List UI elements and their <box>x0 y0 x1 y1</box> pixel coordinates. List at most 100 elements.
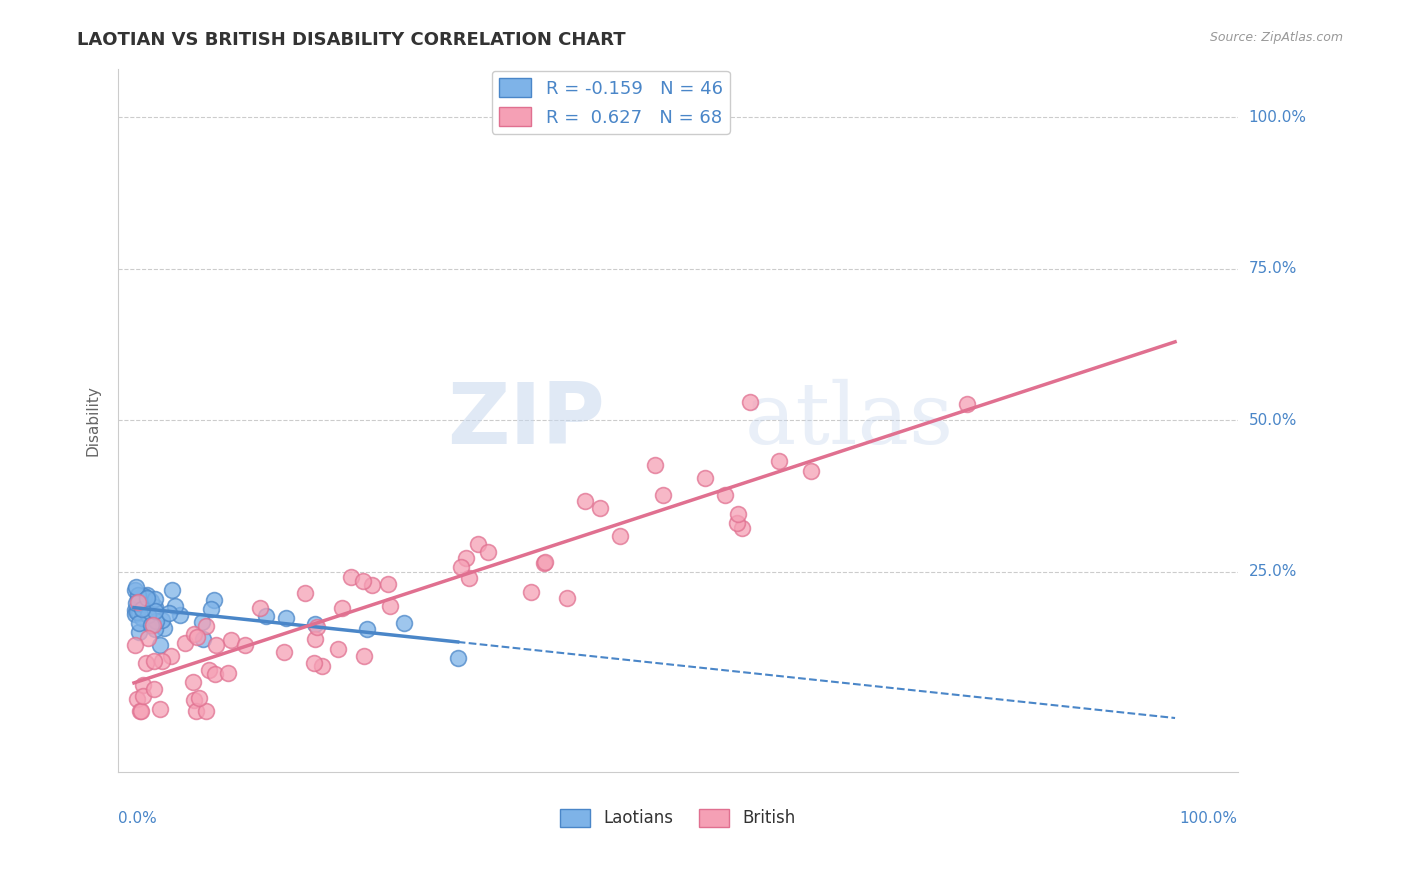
Point <box>142 618 165 632</box>
Point <box>447 651 470 665</box>
Point <box>450 560 472 574</box>
Point <box>125 692 148 706</box>
Point <box>139 594 162 608</box>
Point <box>294 586 316 600</box>
Point <box>131 597 153 611</box>
Point <box>534 556 557 570</box>
Point <box>183 627 205 641</box>
Point <box>128 624 150 639</box>
Point <box>574 494 596 508</box>
Point <box>302 657 325 671</box>
Point <box>194 704 217 718</box>
Point <box>132 678 155 692</box>
Point <box>378 599 401 613</box>
Point <box>129 705 152 719</box>
Point <box>150 613 173 627</box>
Point <box>169 608 191 623</box>
Point <box>235 639 257 653</box>
Point <box>740 395 762 409</box>
Point <box>695 471 717 485</box>
Point <box>149 702 172 716</box>
Point <box>143 591 166 606</box>
Point <box>377 576 399 591</box>
Point <box>254 609 277 624</box>
Point <box>131 602 153 616</box>
Point <box>249 601 271 615</box>
Point <box>128 616 150 631</box>
Point <box>200 602 222 616</box>
Point <box>131 589 153 603</box>
Point <box>768 453 790 467</box>
Point <box>143 599 166 614</box>
Point <box>124 602 146 616</box>
Point <box>188 691 211 706</box>
Point <box>160 583 183 598</box>
Text: 50.0%: 50.0% <box>1249 413 1296 428</box>
Point <box>131 705 153 719</box>
Text: 25.0%: 25.0% <box>1249 565 1296 580</box>
Point <box>326 642 349 657</box>
Point <box>143 622 166 636</box>
Text: 100.0%: 100.0% <box>1249 110 1306 125</box>
Point <box>132 689 155 703</box>
Point <box>204 667 226 681</box>
Point <box>184 705 207 719</box>
Point <box>134 589 156 603</box>
Point <box>136 632 159 646</box>
Point <box>392 615 415 630</box>
Point <box>191 615 214 629</box>
Point <box>727 508 749 522</box>
Point <box>311 659 333 673</box>
Point <box>186 630 208 644</box>
Point <box>714 488 737 502</box>
Point <box>274 611 297 625</box>
Point <box>127 591 149 606</box>
Point <box>157 606 180 620</box>
Point <box>128 597 150 611</box>
Point <box>127 599 149 613</box>
Point <box>217 666 239 681</box>
Point <box>139 618 162 632</box>
Point <box>651 488 673 502</box>
Point <box>131 610 153 624</box>
Point <box>142 654 165 668</box>
Point <box>304 632 326 646</box>
Point <box>731 521 754 535</box>
Legend: Laotians, British: Laotians, British <box>554 802 801 834</box>
Point <box>202 592 225 607</box>
Point <box>183 692 205 706</box>
Point <box>520 584 543 599</box>
Text: ZIP: ZIP <box>447 379 605 462</box>
Point <box>136 591 159 605</box>
Text: 75.0%: 75.0% <box>1249 261 1296 277</box>
Point <box>135 656 157 670</box>
Point <box>340 570 363 584</box>
Point <box>163 599 186 614</box>
Point <box>128 607 150 621</box>
Point <box>124 607 146 622</box>
Point <box>304 617 326 632</box>
Point <box>361 577 384 591</box>
Point <box>145 603 167 617</box>
Point <box>644 458 666 472</box>
Point <box>127 606 149 620</box>
Text: atlas: atlas <box>745 379 955 462</box>
Y-axis label: Disability: Disability <box>86 384 100 456</box>
Point <box>145 614 167 628</box>
Point <box>136 608 159 623</box>
Point <box>127 588 149 602</box>
Point <box>134 599 156 613</box>
Point <box>353 648 375 663</box>
Point <box>205 638 228 652</box>
Point <box>477 544 499 558</box>
Text: Source: ZipAtlas.com: Source: ZipAtlas.com <box>1209 31 1343 45</box>
Point <box>589 501 612 516</box>
Point <box>273 645 295 659</box>
Point <box>153 621 176 635</box>
Point <box>305 620 328 634</box>
Point <box>800 464 823 478</box>
Point <box>125 580 148 594</box>
Point <box>127 595 149 609</box>
Text: 100.0%: 100.0% <box>1180 811 1237 826</box>
Point <box>219 632 242 647</box>
